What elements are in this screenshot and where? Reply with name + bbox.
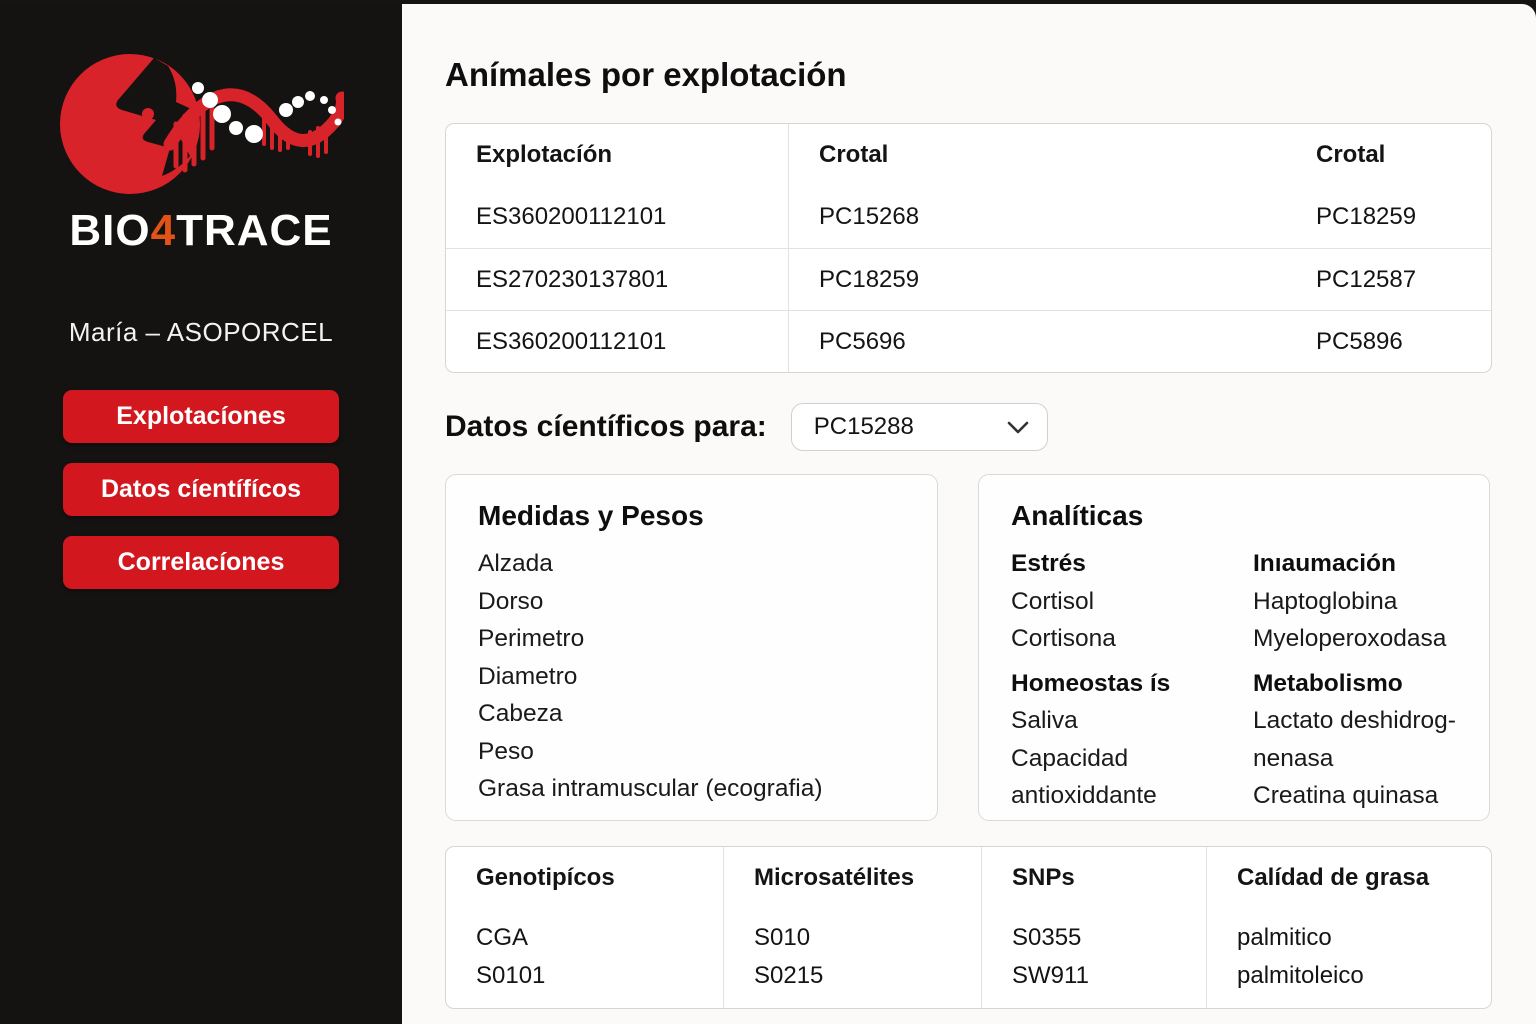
genetics-table-data-row: CGA S0101 S010 S0215 S0355 SW911 palmitico palm… — [446, 909, 1491, 1008]
genetics-value: SW911 — [1012, 961, 1089, 989]
analytics-group-title: Homeostas ís — [1011, 669, 1171, 697]
analytics-item: Creatina quinasa — [1253, 782, 1439, 809]
measure-item: Cabeza — [478, 700, 563, 727]
animals-column-header-1: Crotal — [819, 141, 889, 168]
crotal-select[interactable]: PC15288 — [790, 403, 1048, 451]
analytics-groups-grid: Estrés Cortisol Cortisona Inıaumación Haptog… — [1011, 545, 1457, 815]
animals-table-row: ES360200112101 PC5696 PC5896 — [446, 310, 1491, 372]
analytics-group-2: Homeostas ís Saliva Capacidad antioxiddant… — [1011, 665, 1253, 815]
sidebar-button-datos-cientificos[interactable]: Datos cíentífícos — [63, 463, 339, 516]
genetics-value: palmitico — [1237, 924, 1332, 951]
genetics-value: palmitoleico — [1237, 961, 1364, 989]
user-name: María – ASOPORCEL — [68, 317, 334, 347]
crotal-select-value: PC15288 — [813, 413, 914, 440]
analytics-group-title: Inıaumación — [1253, 550, 1396, 577]
genetics-cell-2: S0355 SW911 — [981, 909, 1206, 1008]
main-content: Anímales por explotación Explotacíón Crot… — [402, 4, 1536, 1024]
measures-list: Alzada Dorso Perimetro Diametro Cabeza Peso Gr… — [478, 545, 905, 808]
measure-item: Dorso — [478, 587, 544, 615]
analytics-item: Myeloperoxodasa — [1253, 625, 1447, 652]
genetics-cell-3: palmitico palmitoleico — [1206, 909, 1491, 1008]
animals-column-header-2: Crotal — [1316, 141, 1386, 168]
genetics-column-header-3: Calídad de grasa — [1206, 847, 1491, 909]
genetics-cell-1: S010 S0215 — [723, 909, 981, 1008]
animals-cell-r2-c2: PC5896 — [1286, 310, 1491, 372]
analytics-item: Cortisol — [1011, 587, 1095, 615]
analytics-group-0: Estrés Cortisol Cortisona — [1011, 545, 1253, 658]
genetics-value: S0215 — [754, 961, 824, 989]
animals-cell-r0-c2: PC18259 — [1316, 203, 1417, 230]
animals-table-header-row: Explotacíón Crotal Crotal — [446, 124, 1491, 186]
animals-cell-r2-c0: ES360200112101 — [446, 310, 789, 372]
analytics-item: Capacidad antioxiddante — [1011, 744, 1157, 810]
animals-by-farm-table: Explotacíón Crotal Crotal ES360200112101 PC… — [445, 123, 1492, 373]
animals-cell-r2-c1: PC5696 — [789, 310, 1286, 372]
scientific-data-label: Datos cíentíficos para: — [445, 410, 767, 443]
analytics-group-title: Metabolismo — [1253, 669, 1403, 697]
sidebar-button-correlaciones[interactable]: Correlacíones — [63, 536, 339, 589]
analytics-group-title: Estrés — [1011, 550, 1086, 577]
measure-item: Diametro — [478, 662, 578, 690]
animals-cell-r0-c1: PC15268 — [819, 203, 920, 230]
analytics-card-title: Analíticas — [1011, 500, 1144, 531]
animals-cell-r0-c0: ES360200112101 — [446, 186, 789, 248]
genetics-column-header-1: Microsatélites — [723, 847, 981, 909]
logo-wordmark: BIO4TRACE — [51, 209, 351, 253]
bio4trace-logo: BIO4TRACE — [51, 48, 351, 253]
genetics-column-header-2: SNPs — [981, 847, 1206, 909]
cards-row: Medidas y Pesos Alzada Dorso Perimetro Diam… — [445, 474, 1490, 821]
measure-item: Peso — [478, 737, 534, 765]
measures-card: Medidas y Pesos Alzada Dorso Perimetro Diam… — [445, 474, 938, 821]
app-window: BIO4TRACE María – ASOPORCEL Explotacíone… — [0, 4, 1536, 1024]
sidebar-nav: Explotacíones Datos cíentífícos Correlacío… — [63, 390, 339, 589]
genetics-value: S0101 — [476, 961, 546, 989]
genetics-table: Genotipícos Microsatélites SNPs Calídad de … — [445, 846, 1492, 1009]
analytics-item: Saliva — [1011, 707, 1078, 734]
animals-table-row: ES360200112101 PC15268 PC18259 — [446, 186, 1491, 248]
analytics-item: Haptoglobina — [1253, 587, 1398, 615]
logo-four: 4 — [150, 206, 177, 255]
chevron-down-icon — [1007, 421, 1029, 433]
analytics-group-3: Metabolismo Lactato deshidrog­nenasa Creat… — [1253, 665, 1457, 815]
animals-column-header-0: Explotacíón — [446, 124, 789, 186]
genetics-column-header-0: Genotipícos — [476, 864, 615, 891]
logo-bio: BIO — [69, 206, 151, 255]
measure-item: Alzada — [478, 550, 553, 577]
logo-trace: TRACE — [176, 206, 333, 255]
measures-card-title: Medidas y Pesos — [478, 500, 704, 531]
scientific-data-selector-row: Datos cíentíficos para: PC15288 — [445, 403, 1490, 451]
sidebar: BIO4TRACE María – ASOPORCEL Explotacíone… — [0, 4, 402, 1024]
genetics-value: S0355 — [1012, 924, 1082, 951]
analytics-group-1: Inıaumación Haptoglobina Myeloperoxodasa — [1253, 545, 1457, 658]
page-title: Anímales por explotación — [445, 56, 847, 93]
analytics-item: Cortisona — [1011, 625, 1116, 652]
sidebar-button-explotaciones[interactable]: Explotacíones — [63, 390, 339, 443]
analytics-card: Analíticas Estrés Cortisol Cortisona Inıaum… — [978, 474, 1490, 821]
genetics-value: CGA — [476, 924, 529, 951]
animals-cell-r1-c0: ES270230137801 — [446, 248, 789, 310]
animals-cell-r1-c1: PC18259 — [789, 248, 1286, 310]
animals-table-body: ES360200112101 PC15268 PC18259 ES2702301378… — [446, 186, 1491, 372]
measure-item: Grasa intramuscular (ecografia) — [478, 775, 823, 802]
genetics-cell-0: CGA S0101 — [446, 909, 723, 1008]
measure-item: Perimetro — [478, 625, 585, 652]
pig-dna-logo-icon — [60, 54, 349, 194]
genetics-table-header-row: Genotipícos Microsatélites SNPs Calídad de … — [446, 847, 1491, 909]
animals-cell-r1-c2: PC12587 — [1286, 248, 1491, 310]
analytics-item: Lactato deshidrog­nenasa — [1253, 707, 1456, 772]
animals-table-row: ES270230137801 PC18259 PC12587 — [446, 248, 1491, 310]
genetics-value: S010 — [754, 924, 811, 951]
